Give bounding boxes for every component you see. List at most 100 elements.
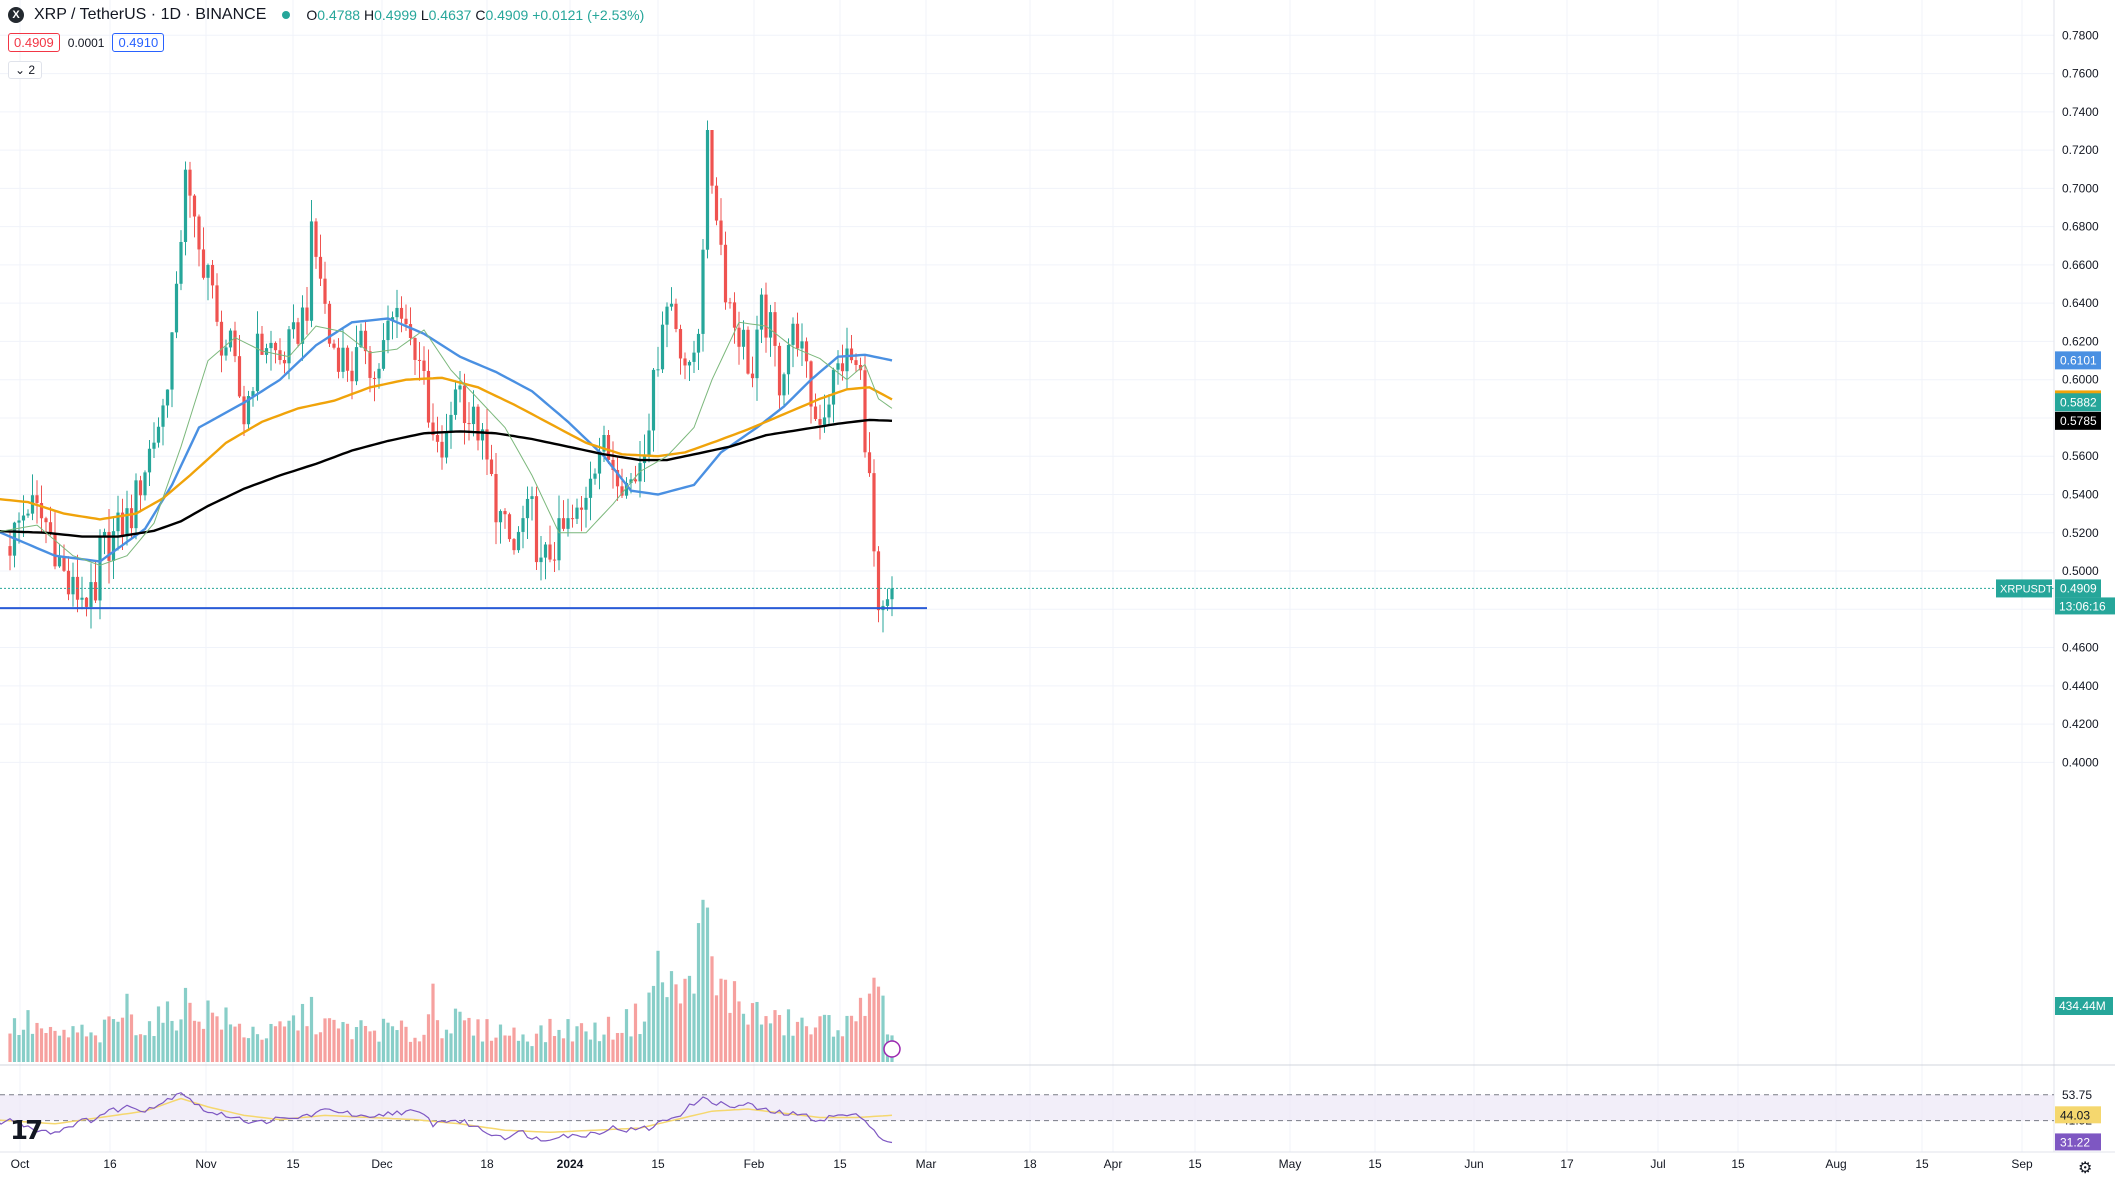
volume-bar (845, 1015, 849, 1062)
candle (548, 544, 552, 560)
price-label-box (2055, 393, 2101, 412)
volume-bar (485, 1019, 489, 1062)
candle (363, 330, 368, 352)
volume-bar (206, 1000, 210, 1062)
candle (336, 347, 341, 372)
candle (755, 329, 759, 379)
candle (597, 451, 602, 474)
volume-bar (764, 1016, 768, 1062)
candle (728, 302, 732, 304)
candle (557, 518, 561, 561)
volume-bar (8, 1033, 12, 1062)
volume-bar (120, 1017, 125, 1062)
candle (192, 195, 197, 217)
volume-bar (80, 1024, 84, 1062)
price-label-text: 0.4909 (2060, 581, 2097, 595)
volume-bar (809, 1034, 813, 1062)
volume-bar (867, 993, 872, 1062)
volume-bar (629, 1036, 633, 1062)
volume-bar (750, 1003, 755, 1062)
rsi-value-box (2055, 1106, 2101, 1124)
candle (651, 369, 656, 431)
candle (435, 435, 440, 442)
volume-bar (494, 1037, 498, 1062)
candle (422, 360, 426, 371)
candle (314, 221, 318, 257)
volume-bar (345, 1023, 350, 1062)
sell-button[interactable]: 0.4909 (8, 33, 60, 52)
volume-bar (152, 1036, 156, 1062)
candle (773, 312, 777, 346)
candle (390, 317, 395, 321)
quick-trade-row: 0.4909 0.0001 0.4910 (8, 33, 165, 52)
price-axis-label: 0.7000 (2062, 181, 2099, 195)
candle (282, 359, 287, 364)
candle (107, 531, 111, 561)
candle (327, 303, 332, 344)
rsi-line (0, 1092, 893, 1144)
candle (183, 169, 188, 242)
volume-bar (453, 1008, 458, 1062)
volume-bar (813, 1027, 818, 1062)
volume-bar (822, 1014, 827, 1062)
volume-bar (696, 923, 701, 1062)
volume-bar (296, 1030, 300, 1062)
volume-bar (881, 995, 885, 1062)
candle (485, 429, 489, 460)
candle (188, 169, 192, 196)
volume-bar (687, 975, 692, 1062)
change-value: +0.0121 (+2.53%) (532, 7, 645, 23)
volume-bar (818, 1016, 822, 1062)
candle (161, 405, 165, 427)
volume-bar (431, 983, 435, 1062)
candle (26, 513, 30, 516)
volume-bar (426, 1014, 431, 1062)
volume-bar (287, 1020, 291, 1062)
low-value: 0.4637 (428, 7, 472, 23)
price-axis-label: 0.7600 (2062, 67, 2099, 81)
indicators-toggle-button[interactable]: ⌄ 2 (8, 61, 43, 79)
volume-bar (530, 1046, 534, 1062)
volume-bar (746, 1024, 750, 1062)
volume-bar (246, 1038, 251, 1062)
candle (777, 345, 782, 396)
volume-bar (62, 1029, 66, 1062)
volume-bar (300, 1003, 305, 1062)
candle (152, 442, 156, 449)
candle (611, 459, 615, 470)
candle (138, 480, 143, 496)
time-axis-label: Mar (916, 1157, 937, 1171)
candle (692, 352, 696, 362)
volume-bar (201, 1028, 206, 1062)
settings-gear-icon[interactable]: ⚙ (2078, 1160, 2093, 1177)
candle (471, 406, 476, 425)
volume-bar (723, 979, 728, 1062)
candle (543, 544, 548, 558)
alert-lightning-icon[interactable] (883, 1040, 901, 1058)
volume-bar (665, 997, 669, 1062)
volume-bar (116, 1021, 120, 1062)
symbol-title[interactable]: XRP / TetherUS · 1D · BINANCE (34, 6, 267, 23)
volume-bar (129, 1014, 134, 1062)
candle (129, 508, 134, 529)
volume-bar (777, 1015, 782, 1062)
buy-button[interactable]: 0.4910 (112, 33, 165, 52)
volume-bar (435, 1020, 440, 1062)
volume-bar (471, 1035, 476, 1062)
time-axis-label: 2024 (557, 1157, 584, 1171)
volume-bar (183, 987, 188, 1062)
time-axis-label: May (1279, 1157, 1302, 1171)
volume-bar (233, 1026, 237, 1062)
tradingview-logo-icon[interactable]: 17 (10, 1116, 43, 1146)
volume-bar (638, 1034, 642, 1062)
volume-bar (620, 1032, 624, 1062)
volume-bar (876, 986, 881, 1062)
candle (854, 360, 858, 365)
price-axis-label: 0.7400 (2062, 105, 2099, 119)
volume-bar (156, 1006, 161, 1062)
candle (444, 432, 449, 458)
volume-bar (48, 1026, 53, 1062)
candle (521, 518, 525, 532)
market-status-icon[interactable] (282, 11, 291, 19)
